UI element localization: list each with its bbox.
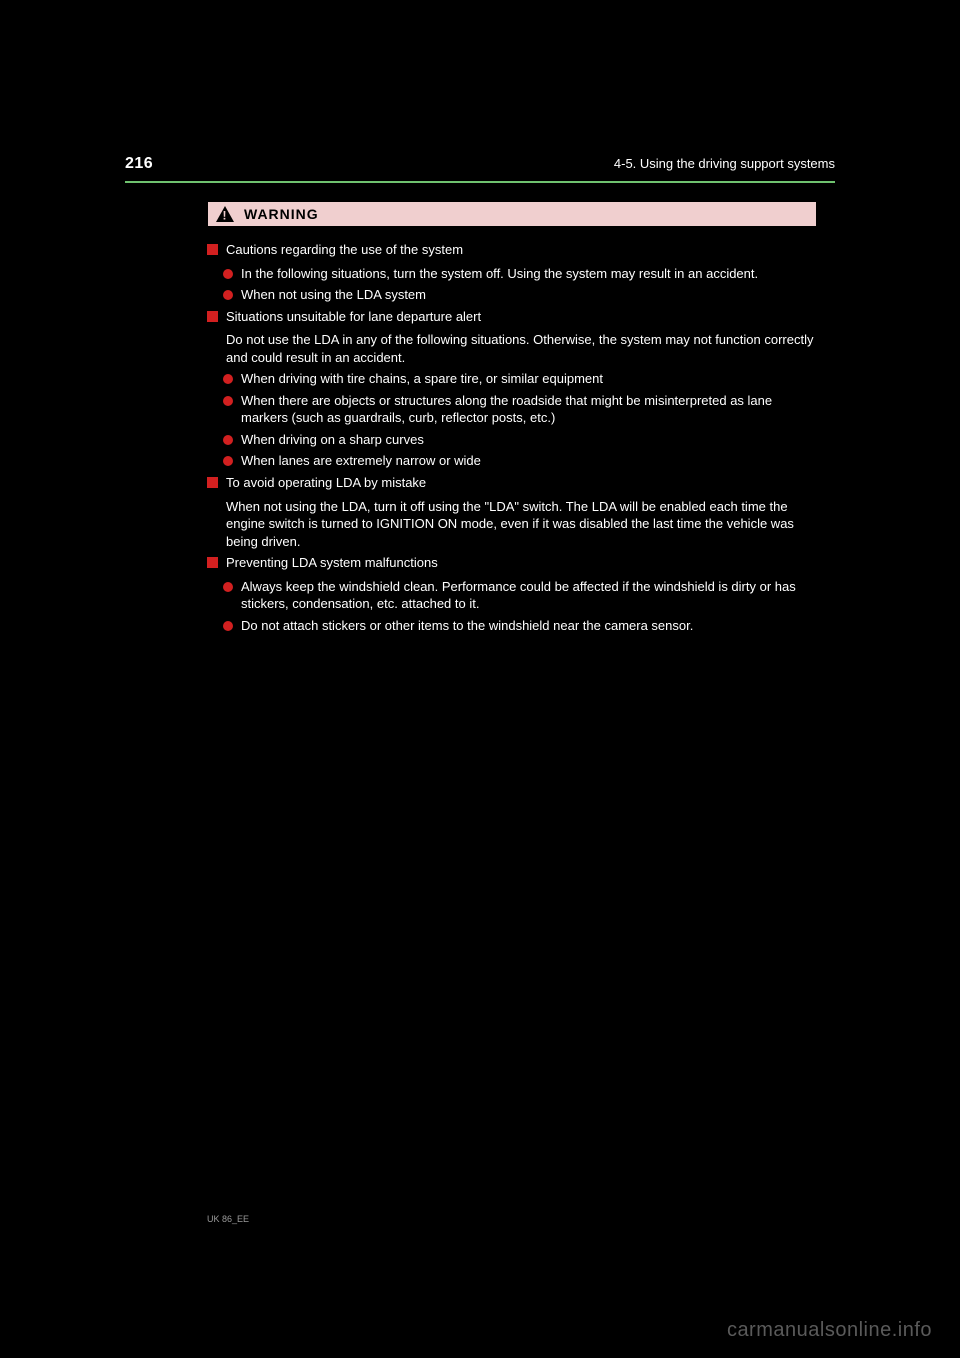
section-marker-icon: [207, 244, 218, 255]
bullet-text: When driving with tire chains, a spare t…: [241, 370, 603, 388]
section-title: 4-5. Using the driving support systems: [614, 156, 835, 171]
section-heading: Preventing LDA system malfunctions: [207, 554, 817, 572]
bullet-item: When there are objects or structures alo…: [223, 392, 817, 427]
bullet-item: When driving with tire chains, a spare t…: [223, 370, 817, 388]
section-marker-icon: [207, 311, 218, 322]
content-area: ! WARNING Cautions regarding the use of …: [207, 201, 817, 634]
bullet-text: When driving on a sharp curves: [241, 431, 424, 449]
section-paragraph: When not using the LDA, turn it off usin…: [226, 498, 817, 551]
bullet-text: When lanes are extremely narrow or wide: [241, 452, 481, 470]
bullet-item: When not using the LDA system: [223, 286, 817, 304]
bullet-icon: [223, 582, 233, 592]
section-heading: Cautions regarding the use of the system: [207, 241, 817, 259]
bullet-icon: [223, 290, 233, 300]
bullet-item: When lanes are extremely narrow or wide: [223, 452, 817, 470]
section-paragraph: Do not use the LDA in any of the followi…: [226, 331, 817, 366]
bullet-item: Always keep the windshield clean. Perfor…: [223, 578, 817, 613]
bullet-icon: [223, 374, 233, 384]
section-marker-icon: [207, 557, 218, 568]
bullet-text: When there are objects or structures alo…: [241, 392, 817, 427]
bullet-item: When driving on a sharp curves: [223, 431, 817, 449]
section-heading: Situations unsuitable for lane departure…: [207, 308, 817, 326]
bullet-icon: [223, 621, 233, 631]
section-title-text: Situations unsuitable for lane departure…: [226, 308, 481, 326]
section-title-text: Preventing LDA system malfunctions: [226, 554, 438, 572]
header-rule: [125, 181, 835, 183]
warning-label: WARNING: [244, 206, 319, 222]
bullet-text: Always keep the windshield clean. Perfor…: [241, 578, 817, 613]
bullet-text: When not using the LDA system: [241, 286, 426, 304]
bullet-text: Do not attach stickers or other items to…: [241, 617, 693, 635]
warning-icon: !: [216, 206, 234, 222]
page-header: 216 4-5. Using the driving support syste…: [125, 155, 835, 173]
bullet-icon: [223, 396, 233, 406]
bullet-item: Do not attach stickers or other items to…: [223, 617, 817, 635]
svg-text:!: !: [223, 209, 228, 223]
section-heading: To avoid operating LDA by mistake: [207, 474, 817, 492]
bullet-icon: [223, 435, 233, 445]
warning-header: ! WARNING: [207, 201, 817, 227]
bullet-icon: [223, 269, 233, 279]
page-number: 216: [125, 155, 153, 173]
manual-page: 216 4-5. Using the driving support syste…: [125, 155, 835, 1224]
section-title-text: To avoid operating LDA by mistake: [226, 474, 426, 492]
bullet-item: In the following situations, turn the sy…: [223, 265, 817, 283]
bullet-text: In the following situations, turn the sy…: [241, 265, 758, 283]
watermark: carmanualsonline.info: [727, 1319, 932, 1342]
section-title-text: Cautions regarding the use of the system: [226, 241, 463, 259]
section-marker-icon: [207, 477, 218, 488]
fine-print: UK 86_EE: [207, 1214, 817, 1224]
bullet-icon: [223, 456, 233, 466]
